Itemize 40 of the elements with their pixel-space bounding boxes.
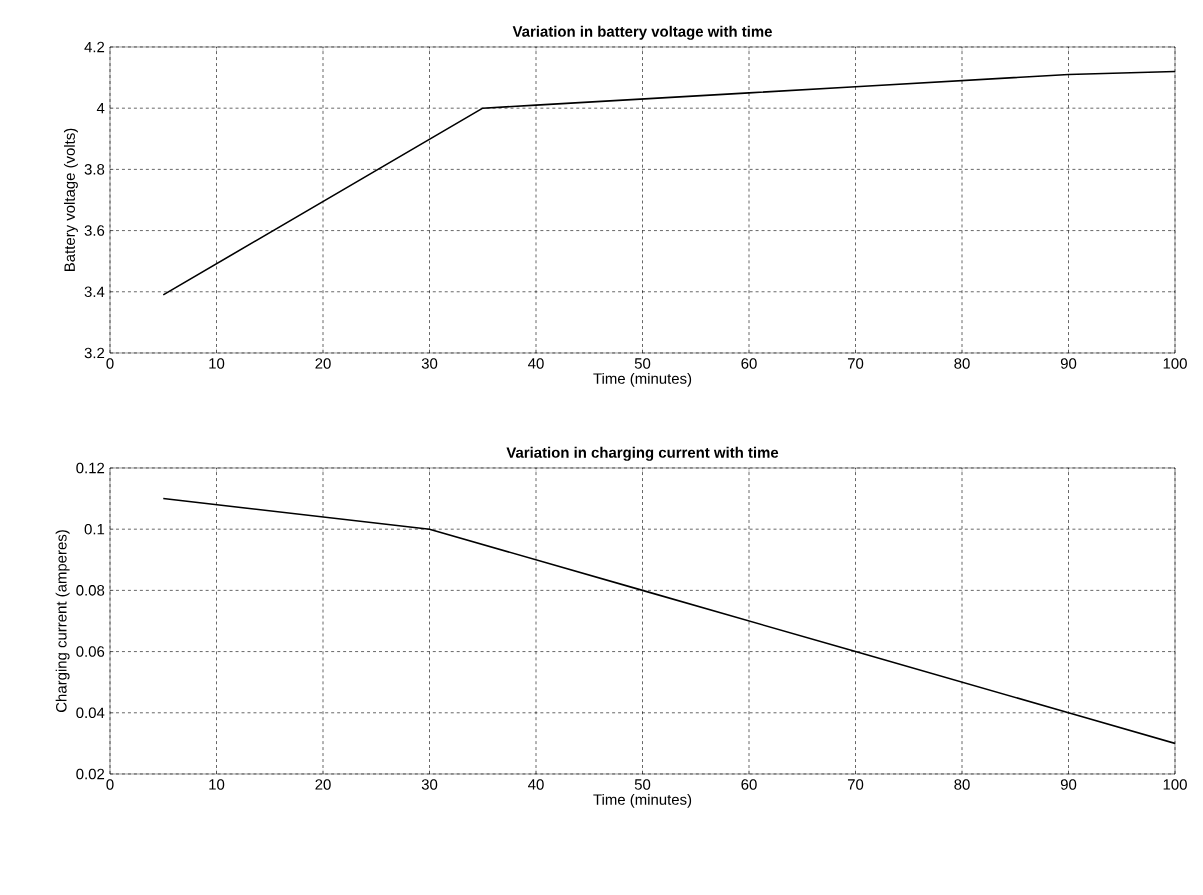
y-tick-label: 3.2 [84,347,105,359]
x-axis-title: Time (minutes) [593,793,692,808]
y-tick-label: 0.12 [76,462,105,474]
y-tick-label: 0.08 [76,585,105,596]
x-tick-label: 70 [847,779,864,790]
chart-title: Variation in battery voltage with time [512,25,772,40]
x-tick-label: 0 [106,358,114,369]
x-tick-label: 10 [209,779,225,790]
x-tick-label: 10 [209,358,225,369]
x-tick-label: 0 [106,779,114,790]
y-tick-label: 0.1 [84,523,105,535]
x-tick-label: 60 [741,358,757,369]
x-tick-label: 70 [847,358,864,369]
x-tick-label: 60 [741,779,757,790]
x-tick-label: 30 [421,779,438,790]
y-axis-title: Battery voltage (volts) [63,128,78,272]
x-tick-label: 100 [1163,358,1187,369]
y-tick-label: 0.04 [76,707,105,719]
chart-title: Variation in charging current with time [506,446,779,461]
x-tick-label: 50 [634,358,651,369]
x-tick-label: 90 [1060,358,1077,369]
y-tick-label: 0.06 [76,646,105,657]
x-tick-label: 40 [528,358,544,369]
y-tick-label: 4.2 [84,41,105,53]
y-tick-label: 3.8 [84,164,105,175]
x-axis-title: Time (minutes) [593,372,692,387]
y-tick-label: 3.6 [84,225,105,236]
x-tick-label: 90 [1060,779,1077,790]
y-tick-label: 0.02 [76,768,105,780]
x-tick-label: 80 [954,358,970,369]
x-tick-label: 80 [954,779,970,790]
y-axis-title: Charging current (amperes) [55,530,70,712]
x-tick-label: 20 [315,358,331,369]
x-tick-label: 30 [421,358,438,369]
x-tick-label: 100 [1163,779,1187,790]
y-tick-label: 4 [96,103,105,114]
x-tick-label: 20 [315,779,331,790]
y-tick-label: 3.4 [84,286,105,298]
x-tick-label: 40 [528,779,544,790]
x-tick-label: 50 [634,779,651,790]
